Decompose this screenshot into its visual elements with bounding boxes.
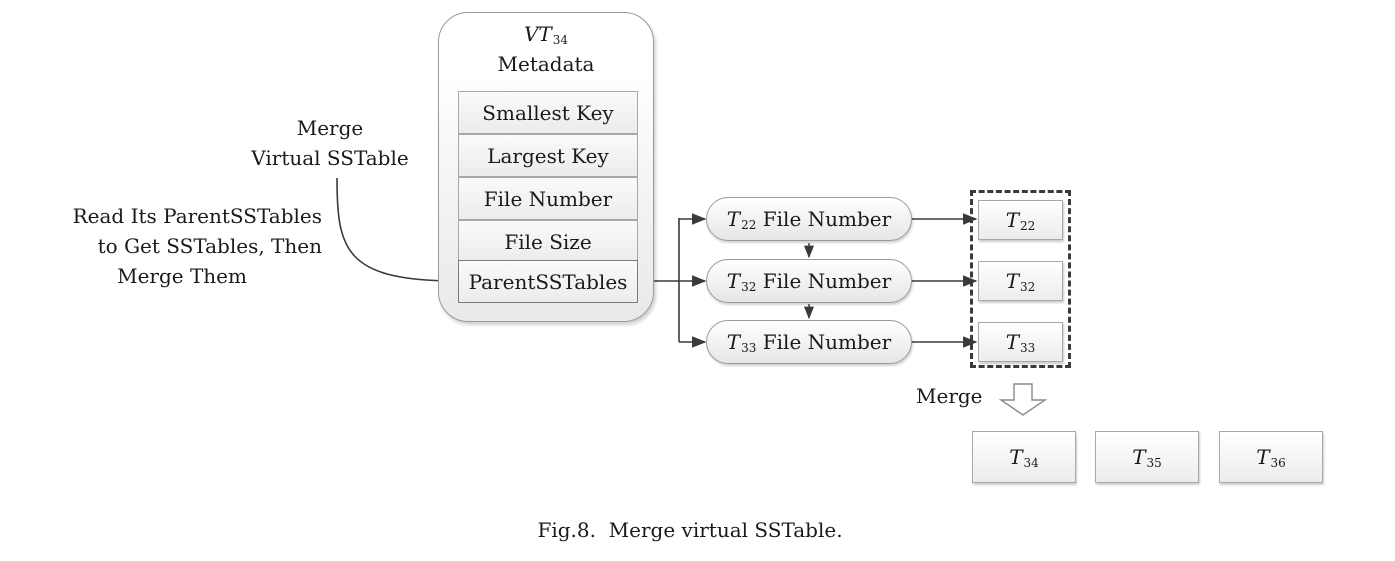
parent-entry-t33-sub: 33 [741,340,757,355]
parent-tables-group [970,190,1071,368]
parent-entry-t32: T32 File Number [706,259,912,303]
output-table-t34: T34 [972,431,1076,483]
merge-down-arrow-icon [998,383,1048,416]
parent-entry-t32-label: File Number [762,268,892,293]
table-t22-sub: 22 [1020,218,1036,233]
output-table-t34-sub: 34 [1023,455,1039,470]
field-file-size: File Size [458,220,638,263]
virtual-sstable-name-sub: 34 [552,33,569,47]
merge-curve-arrow [336,177,459,287]
parent-entry-t22: T22 File Number [706,197,912,241]
parent-entry-t32-sub: 32 [741,279,757,294]
merge-vt-label-line2: Virtual SSTable [251,146,409,170]
table-t32-sub: 32 [1020,279,1036,294]
output-table-t35: T35 [1095,431,1199,483]
output-table-t34-letter: T [1009,444,1023,469]
table-t33-letter: T [1005,329,1020,354]
read-parents-line1: Read Its ParentSSTables [72,204,322,228]
parent-entry-t22-letter: T [726,206,741,231]
output-table-t36-sub: 36 [1270,455,1286,470]
metadata-title: Metadata [497,52,595,76]
parent-entry-t33-label: File Number [762,329,892,354]
field-smallest-key: Smallest Key [458,91,638,134]
table-t32: T32 [978,261,1063,301]
output-table-t35-letter: T [1132,444,1146,469]
read-parents-line3: Merge Them [117,264,247,288]
field-largest-key: Largest Key [458,134,638,177]
parent-entry-t32-letter: T [726,268,741,293]
merge-vt-label-line1: Merge [296,116,364,140]
parent-entry-t33: T33 File Number [706,320,912,364]
output-table-t36: T36 [1219,431,1323,483]
table-t32-letter: T [1005,268,1020,293]
table-t22-letter: T [1005,207,1020,232]
table-t33: T33 [978,322,1063,362]
table-t22: T22 [978,200,1063,240]
virtual-sstable-name: VT34 [438,19,654,55]
field-file-number: File Number [458,177,638,220]
merge-vt-label: Merge Virtual SSTable [230,113,430,173]
merge-arrow-label: Merge [916,384,983,408]
output-table-t35-sub: 35 [1146,455,1162,470]
parent-entry-t22-label: File Number [762,206,892,231]
virtual-sstable-name-letter: VT [523,22,552,46]
read-parents-label: Read Its ParentSSTables to Get SSTables,… [20,201,322,291]
figure-caption: Fig.8. Merge virtual SSTable. [537,518,843,542]
parent-entry-t22-sub: 22 [741,217,757,232]
field-parent-sstables: ParentSSTables [458,260,638,303]
read-parents-line2: to Get SSTables, Then [97,234,322,258]
parent-entry-t33-letter: T [726,329,741,354]
output-table-t36-letter: T [1256,444,1270,469]
table-t33-sub: 33 [1020,340,1036,355]
